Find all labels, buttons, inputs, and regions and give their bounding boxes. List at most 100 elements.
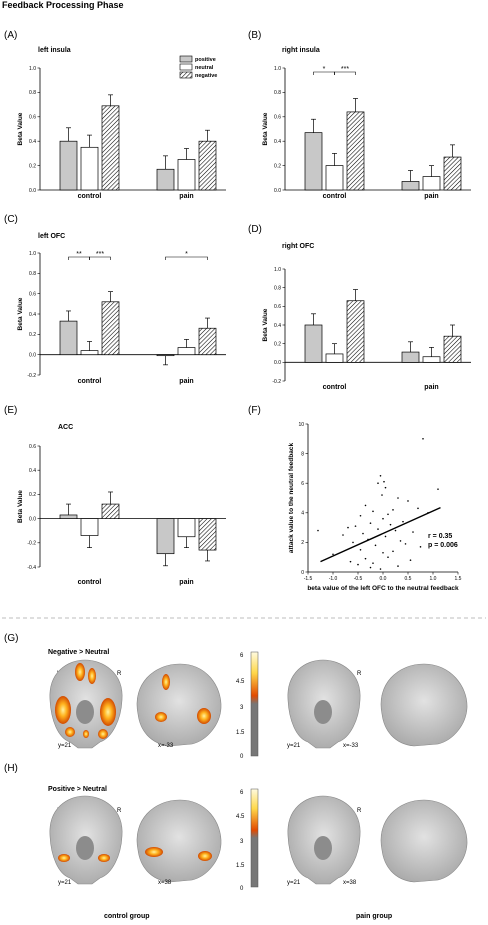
y-tick-label: 0.8 — [274, 285, 281, 291]
scatter-point — [407, 500, 409, 502]
y-tick-label: 0.2 — [274, 163, 281, 169]
scatter-point — [399, 540, 402, 542]
bar-negative — [101, 105, 120, 191]
bar-positive — [59, 514, 78, 519]
group-label-pain: pain group — [356, 913, 392, 920]
coord-g-2: x=-33 — [158, 743, 174, 749]
scatter-point — [397, 497, 399, 499]
x-axis-label: beta value of the left OFC to the neutra… — [307, 585, 459, 592]
bar-neutral — [325, 165, 344, 191]
significance-marker: *** — [96, 251, 104, 258]
y-axis-label: Beta Value — [17, 112, 24, 145]
y-tick-label: 0.0 — [29, 188, 36, 194]
significance-marker: ** — [76, 251, 82, 258]
significance-bracket — [89, 256, 111, 260]
bar-positive — [304, 132, 323, 191]
bar-positive — [401, 351, 420, 363]
bar-chart-c: (C) left OFC Beta Value -0.2 0.0 0.2 0.4 0.6 0.8… — [4, 214, 226, 385]
y-tick-label: 0.0 — [29, 352, 36, 358]
y-tick-label: 0.4 — [29, 468, 36, 474]
y-tick-label: 0.4 — [29, 312, 36, 318]
significance-marker: *** — [341, 66, 349, 73]
scatter-point — [374, 544, 377, 547]
right-marker-g: R — [117, 671, 122, 677]
y-tick-label: -0.2 — [27, 541, 36, 547]
scatter-point — [383, 480, 385, 483]
scatter-point — [392, 509, 394, 511]
panel-label-g: (G) — [4, 633, 18, 644]
scatter-point — [379, 475, 382, 477]
significance-bracket — [334, 71, 356, 75]
right-marker-h: R — [117, 808, 122, 814]
y-tick-label: 0.6 — [274, 304, 281, 310]
panel-label: (B) — [248, 30, 261, 41]
y-tick-label: 0 — [301, 570, 304, 576]
category-label: pain — [179, 193, 193, 200]
y-axis-label: attack value to the neutral feedback — [288, 443, 295, 554]
panel-label: (C) — [4, 214, 18, 225]
scatter-point — [377, 482, 379, 485]
y-tick-label: 0.6 — [29, 444, 36, 450]
colorbar-h-tick: 4.5 — [236, 814, 245, 820]
scatter-point — [412, 531, 414, 533]
bar-neutral — [177, 347, 196, 356]
scatter-point — [372, 510, 374, 513]
scatter-point — [402, 520, 404, 523]
panel-label: (D) — [248, 224, 262, 235]
panel-label-h: (H) — [4, 763, 18, 774]
chart-title: left OFC — [38, 233, 65, 240]
scatter-point — [364, 557, 367, 560]
right-marker-g-pain: R — [357, 671, 362, 677]
y-tick-label: 10 — [298, 422, 304, 428]
y-tick-label: 0.6 — [29, 291, 36, 297]
y-tick-label: 0.6 — [274, 115, 281, 121]
x-tick-label: 0.0 — [380, 576, 387, 582]
colorbar-h: 6 4.5 3 1.5 0 — [236, 788, 259, 892]
scatter-point — [354, 525, 357, 527]
scatter-point — [409, 559, 412, 561]
y-tick-label: 6 — [301, 481, 304, 487]
scatter-point — [397, 565, 399, 567]
y-tick-label: 0.4 — [274, 323, 281, 329]
colorbar-g-tick: 3 — [240, 705, 244, 711]
scatter-point — [419, 546, 422, 548]
bar-negative — [198, 518, 217, 551]
y-tick-label: -0.4 — [27, 565, 36, 571]
scatter-point — [392, 550, 394, 553]
x-tick-label: -1.5 — [304, 576, 313, 582]
coord-g-1: y=21 — [58, 743, 72, 749]
legend: positive neutral negative — [179, 55, 217, 79]
significance-marker: * — [323, 66, 326, 73]
y-axis-label: Beta Value — [262, 112, 269, 145]
y-tick-label: 0.2 — [29, 492, 36, 498]
scatter-point — [382, 551, 384, 554]
scatter-point — [381, 494, 383, 496]
bar-neutral — [80, 350, 99, 356]
scatter-point — [342, 534, 344, 536]
y-tick-label: -0.2 — [27, 373, 36, 379]
colorbar-g-tick: 6 — [240, 653, 244, 659]
group-label-control: control group — [104, 913, 150, 920]
bar-negative — [443, 335, 462, 363]
scatter-point — [422, 438, 424, 440]
bar-positive — [304, 324, 323, 363]
category-label: pain — [424, 384, 438, 391]
bar-positive — [156, 168, 175, 191]
y-tick-label: -0.2 — [272, 379, 281, 385]
scatter-point — [437, 488, 439, 490]
x-tick-label: 1.0 — [430, 576, 437, 582]
y-tick-label: 0.2 — [29, 332, 36, 338]
coronal-slice-pain-g — [287, 659, 361, 749]
scatter-point — [389, 523, 392, 526]
scatter-point — [359, 514, 362, 517]
panel-label: (E) — [4, 405, 17, 416]
colorbar-h-tick: 6 — [240, 790, 244, 796]
contrast-title-g: Negative > Neutral — [48, 649, 109, 656]
chart-title: right insula — [282, 47, 320, 54]
y-tick-label: 0.8 — [29, 90, 36, 96]
chart-title: ACC — [58, 424, 73, 431]
scatter-point — [352, 541, 354, 544]
correlation-p: p = 0.006 — [428, 542, 458, 549]
significance-marker: * — [185, 251, 188, 258]
